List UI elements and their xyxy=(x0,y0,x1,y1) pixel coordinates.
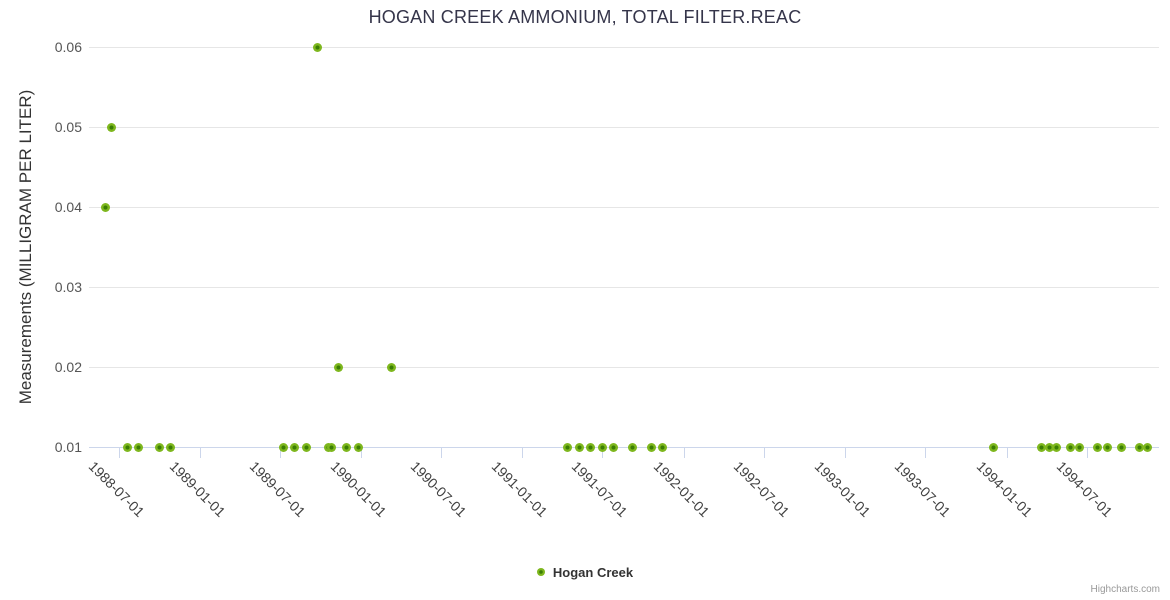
y-axis-label: 0.05 xyxy=(54,119,82,135)
x-axis-tick xyxy=(764,448,766,458)
x-axis-tick xyxy=(1006,448,1008,458)
x-axis-label: 1991-07-01 xyxy=(569,458,631,520)
x-axis-label: 1992-01-01 xyxy=(650,458,713,520)
data-point[interactable] xyxy=(609,442,619,452)
data-point[interactable] xyxy=(341,442,351,452)
data-point[interactable] xyxy=(301,442,311,452)
data-point[interactable] xyxy=(289,442,299,452)
x-axis-tick xyxy=(925,448,927,458)
data-point[interactable] xyxy=(123,442,133,452)
data-point[interactable] xyxy=(312,42,322,52)
data-point[interactable] xyxy=(658,442,668,452)
x-axis-tick xyxy=(279,448,281,458)
y-gridline xyxy=(89,47,1159,48)
x-axis-tick xyxy=(199,448,201,458)
y-gridline xyxy=(89,287,1159,288)
chart-title: HOGAN CREEK AMMONIUM, TOTAL FILTER.REAC xyxy=(368,7,802,27)
x-axis-label: 1992-07-01 xyxy=(730,458,793,520)
x-axis-tick xyxy=(683,448,685,458)
x-axis-tick xyxy=(118,448,120,458)
x-axis-label: 1990-07-01 xyxy=(407,458,470,520)
x-axis-tick xyxy=(602,448,604,458)
data-point[interactable] xyxy=(1052,442,1061,452)
x-axis-tick xyxy=(361,448,363,458)
x-axis-tick xyxy=(845,448,847,458)
data-point[interactable] xyxy=(154,442,164,452)
y-gridline xyxy=(89,207,1159,208)
data-point[interactable] xyxy=(1066,442,1076,452)
data-point[interactable] xyxy=(647,442,657,452)
x-axis-label: 1991-01-01 xyxy=(489,458,552,520)
data-point[interactable] xyxy=(387,362,397,372)
data-point[interactable] xyxy=(166,442,176,452)
data-point[interactable] xyxy=(134,442,144,452)
data-point[interactable] xyxy=(1044,442,1054,452)
data-point[interactable] xyxy=(586,442,596,452)
x-axis-tick xyxy=(522,448,524,458)
data-point[interactable] xyxy=(1102,442,1112,452)
y-axis-label: 0.06 xyxy=(54,39,82,55)
y-gridline xyxy=(89,367,1159,368)
data-point[interactable] xyxy=(575,442,585,452)
y-axis-label: 0.01 xyxy=(54,439,82,455)
highcharts-credit[interactable]: Highcharts.com xyxy=(1090,584,1160,595)
data-point[interactable] xyxy=(1093,442,1103,452)
data-point[interactable] xyxy=(597,442,607,452)
data-point[interactable] xyxy=(563,442,573,452)
x-axis-label: 1994-07-01 xyxy=(1053,458,1116,520)
x-axis-label: 1989-01-01 xyxy=(166,458,229,520)
x-axis-tick xyxy=(441,448,443,458)
legend-item-hogan-creek[interactable]: Hogan Creek xyxy=(0,562,1170,582)
data-point[interactable] xyxy=(1116,442,1126,452)
data-point[interactable] xyxy=(1074,442,1084,452)
data-point[interactable] xyxy=(628,442,638,452)
y-gridline xyxy=(89,127,1159,128)
y-axis-title: Measurements (MILLIGRAM PER LITER) xyxy=(16,89,35,405)
x-axis-label: 1993-01-01 xyxy=(812,458,874,520)
data-point[interactable] xyxy=(1143,442,1152,452)
legend-series-label: Hogan Creek xyxy=(552,564,634,580)
data-point[interactable] xyxy=(1135,442,1145,452)
data-point[interactable] xyxy=(989,442,999,452)
data-point[interactable] xyxy=(333,362,343,372)
data-point[interactable] xyxy=(1036,442,1046,452)
x-axis-label: 1989-07-01 xyxy=(246,458,309,520)
data-point[interactable] xyxy=(354,442,364,452)
legend-marker-icon xyxy=(536,568,545,576)
x-axis-label: 1994-01-01 xyxy=(973,458,1036,520)
y-axis-label: 0.04 xyxy=(54,199,82,215)
x-axis-line xyxy=(89,447,1159,448)
data-point[interactable] xyxy=(107,122,117,132)
x-axis-label: 1988-07-01 xyxy=(85,458,148,520)
y-axis-label: 0.03 xyxy=(54,279,82,295)
data-point[interactable] xyxy=(279,442,289,452)
y-axis-label: 0.02 xyxy=(54,359,82,375)
data-point[interactable] xyxy=(327,442,337,452)
x-axis-label: 1993-07-01 xyxy=(891,458,954,520)
x-axis-tick xyxy=(1086,448,1088,458)
x-axis-label: 1990-01-01 xyxy=(327,458,390,520)
data-point[interactable] xyxy=(100,202,110,212)
